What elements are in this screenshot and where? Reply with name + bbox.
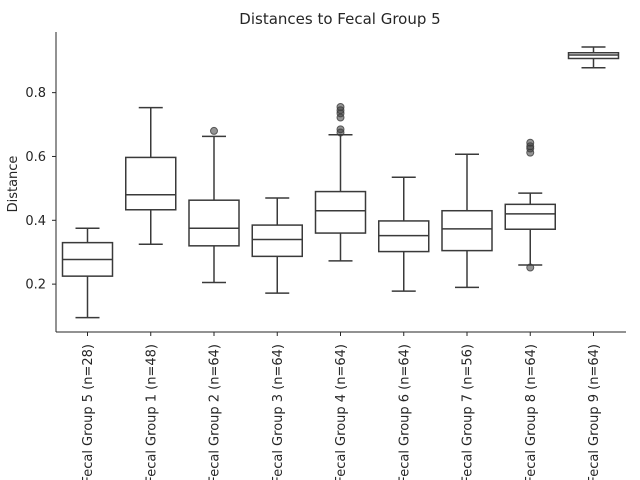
outlier-point	[336, 103, 345, 111]
chart-title: Distances to Fecal Group 5	[239, 10, 440, 28]
x-tick-label: Fecal Group 5 (n=28)	[81, 344, 96, 480]
box-iqr	[441, 209, 493, 252]
x-tick-label: Fecal Group 3 (n=64)	[271, 344, 286, 480]
outlier-point	[526, 138, 535, 147]
box-item	[314, 103, 367, 262]
outlier-point	[526, 263, 535, 272]
x-tick-label: Fecal Group 6 (n=64)	[397, 344, 412, 480]
y-tick-group: 0.2 0.4 0.6 0.8	[25, 86, 56, 293]
x-tick-label: Fecal Group 8 (n=64)	[524, 344, 539, 480]
box-item	[188, 126, 240, 284]
x-tick-label: Fecal Group 2 (n=64)	[208, 344, 223, 480]
box-item	[125, 106, 177, 245]
box-item	[378, 176, 430, 292]
x-tick-group: Fecal Group 5 (n=28) Fecal Group 1 (n=48)…	[81, 332, 602, 480]
box-item	[61, 227, 114, 319]
outlier-point	[336, 125, 345, 134]
x-tick-label: Fecal Group 1 (n=48)	[144, 344, 159, 480]
box-iqr	[188, 199, 240, 247]
y-tick-label: 0.4	[25, 214, 46, 229]
y-axis-label: Distance	[6, 156, 21, 213]
box-item	[251, 197, 303, 294]
y-tick-label: 0.2	[25, 278, 46, 293]
outlier-point	[210, 126, 218, 135]
y-tick-label: 0.6	[25, 150, 46, 165]
box-iqr	[125, 156, 177, 211]
x-tick-label: Fecal Group 4 (n=64)	[334, 344, 349, 480]
box-iqr	[504, 203, 556, 230]
box-item	[567, 46, 620, 69]
x-tick-label: Fecal Group 7 (n=56)	[461, 344, 476, 480]
box-iqr	[251, 224, 303, 258]
box-item	[441, 153, 493, 289]
y-tick-label: 0.8	[25, 86, 46, 101]
box-group	[61, 46, 620, 319]
box-item	[504, 138, 556, 272]
x-tick-label: Fecal Group 9 (n=64)	[587, 344, 602, 480]
box-iqr	[314, 190, 367, 234]
